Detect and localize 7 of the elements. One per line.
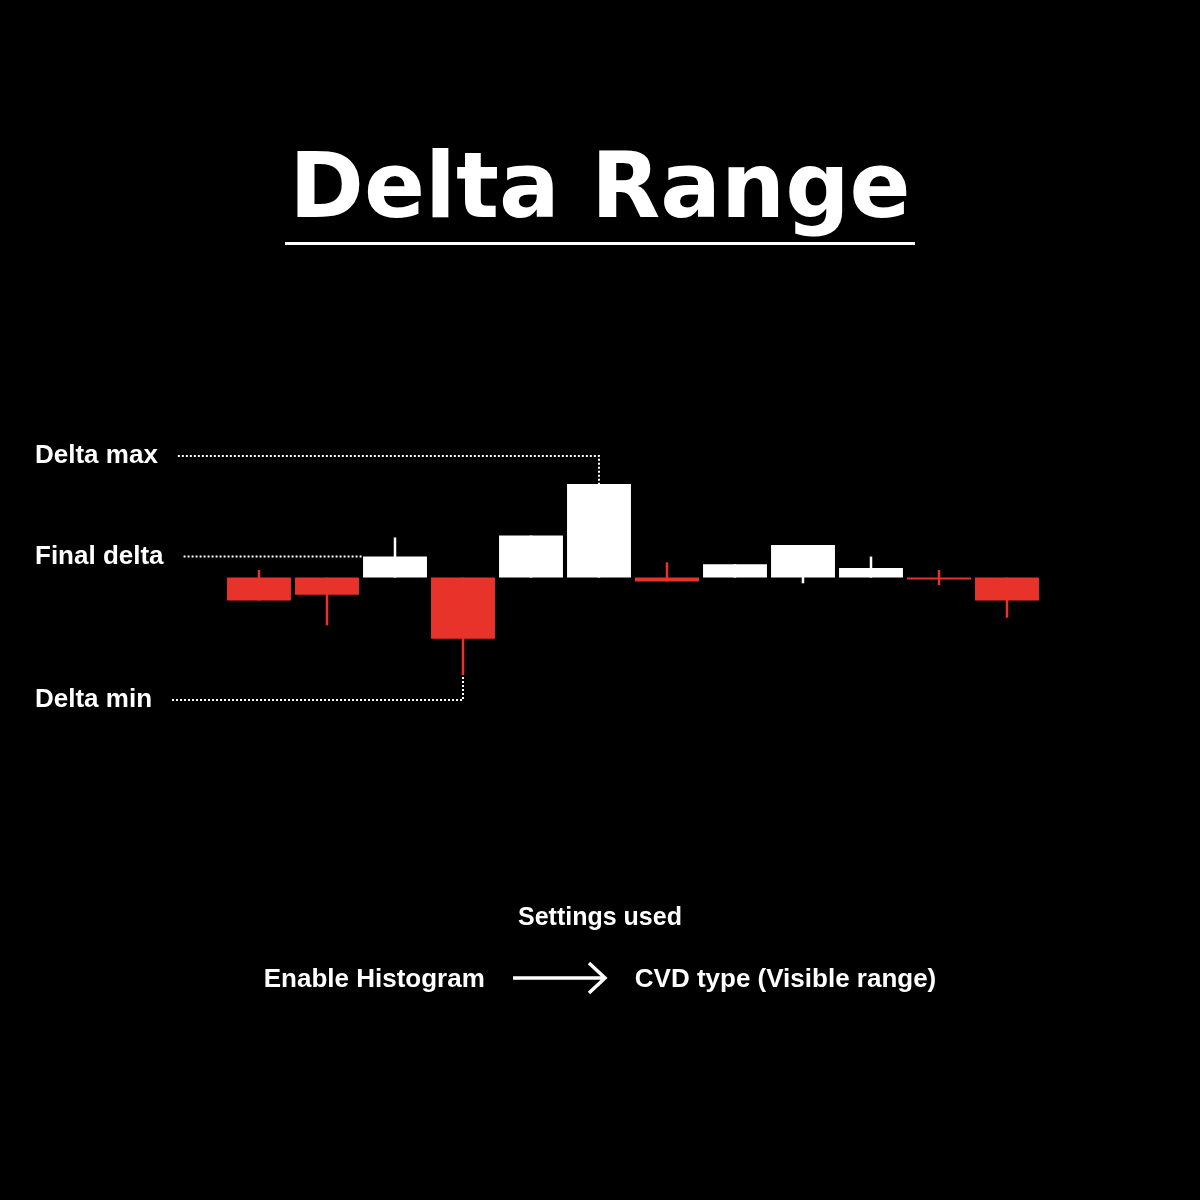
text: Final delta — [35, 539, 165, 570]
text: CVD type (Visible range) — [634, 962, 937, 994]
text: Delta min — [35, 683, 153, 714]
chart-title: Delta Range — [285, 130, 915, 245]
text: Settings used — [517, 902, 683, 931]
text: Delta max — [35, 439, 159, 470]
text: Enable Histogram — [263, 962, 485, 994]
